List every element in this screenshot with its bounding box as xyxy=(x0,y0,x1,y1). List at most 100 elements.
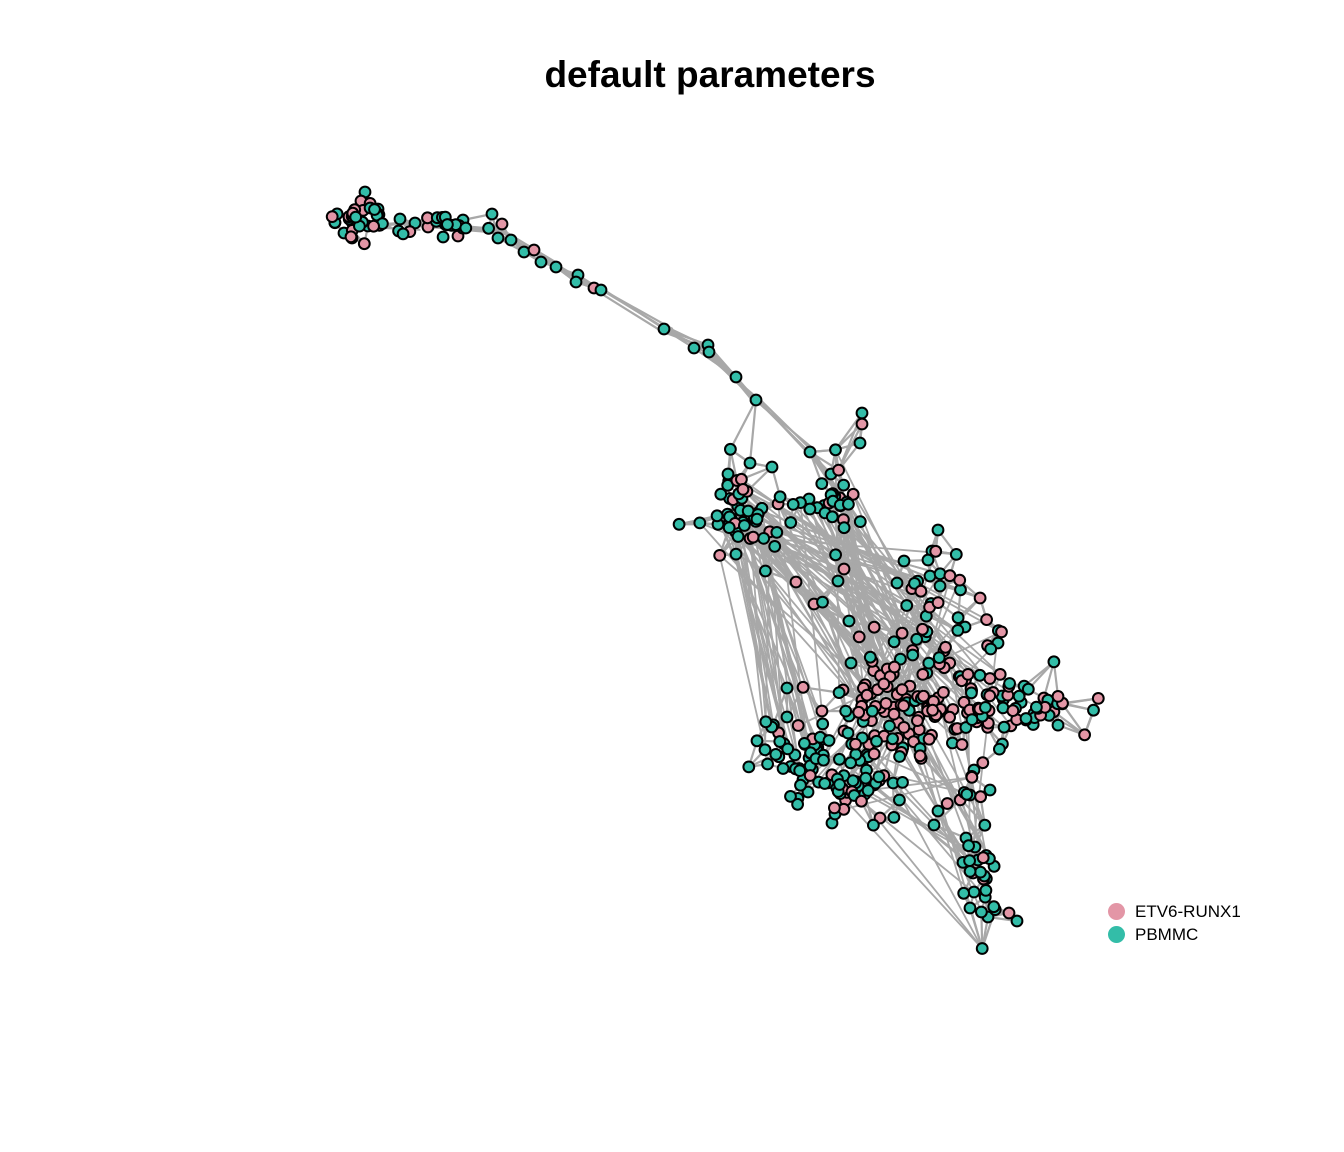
legend-item-pbmmc: PBMMC xyxy=(1108,923,1241,946)
node-pbmmc xyxy=(897,554,911,568)
node-pbmmc xyxy=(931,523,945,537)
graph-edge xyxy=(797,631,1002,727)
node-pbmmc xyxy=(798,737,811,750)
node-pbmmc xyxy=(965,686,978,700)
graph-edge xyxy=(777,503,940,659)
node-etv6-runx1 xyxy=(796,680,810,694)
node-pbmmc xyxy=(693,516,707,530)
node-pbmmc xyxy=(833,752,846,766)
node-pbmmc xyxy=(979,884,993,897)
node-pbmmc xyxy=(482,221,496,235)
node-pbmmc xyxy=(965,713,979,726)
node-pbmmc xyxy=(853,515,867,528)
graph-edge xyxy=(754,396,813,458)
node-pbmmc xyxy=(1021,682,1035,696)
node-pbmmc xyxy=(791,797,804,811)
node-pbmmc xyxy=(1003,677,1016,690)
node-pbmmc xyxy=(773,735,787,748)
node-etv6-runx1 xyxy=(931,596,945,609)
node-pbmmc xyxy=(979,701,992,714)
node-pbmmc xyxy=(349,210,363,224)
node-pbmmc xyxy=(893,793,906,807)
node-etv6-runx1 xyxy=(895,626,909,640)
node-pbmmc xyxy=(963,901,977,915)
node-etv6-runx1 xyxy=(527,243,541,257)
node-pbmmc xyxy=(949,548,963,561)
node-pbmmc xyxy=(887,635,901,649)
graph-nodes xyxy=(325,185,1105,955)
node-etv6-runx1 xyxy=(791,719,805,732)
node-etv6-runx1 xyxy=(855,794,868,808)
node-pbmmc xyxy=(714,487,728,501)
node-pbmmc xyxy=(393,212,407,226)
node-pbmmc xyxy=(1019,712,1033,725)
node-pbmmc xyxy=(1051,718,1065,732)
node-pbmmc xyxy=(569,275,583,289)
node-pbmmc xyxy=(993,742,1006,756)
graph-edge xyxy=(748,399,758,464)
node-pbmmc xyxy=(987,900,1001,914)
node-pbmmc xyxy=(780,710,794,724)
node-etv6-runx1 xyxy=(877,677,891,691)
graph-edges xyxy=(331,191,1100,950)
node-etv6-runx1 xyxy=(929,544,943,558)
node-pbmmc xyxy=(853,436,867,450)
node-etv6-runx1 xyxy=(983,689,997,703)
node-pbmmc xyxy=(921,553,935,567)
node-pbmmc xyxy=(839,704,853,718)
node-pbmmc xyxy=(816,595,829,609)
node-pbmmc xyxy=(1030,700,1043,714)
node-etv6-runx1 xyxy=(867,620,881,634)
node-pbmmc xyxy=(803,502,817,516)
node-etv6-runx1 xyxy=(993,668,1007,681)
node-etv6-runx1 xyxy=(943,569,957,583)
node-etv6-runx1 xyxy=(976,756,990,770)
node-pbmmc xyxy=(368,203,381,216)
node-pbmmc xyxy=(887,811,901,824)
node-pbmmc xyxy=(731,530,745,543)
node-pbmmc xyxy=(893,750,906,763)
node-pbmmc xyxy=(923,569,937,583)
legend-label-pbmmc: PBMMC xyxy=(1135,924,1199,944)
node-etv6-runx1 xyxy=(976,851,990,865)
node-pbmmc xyxy=(833,778,846,791)
node-pbmmc xyxy=(1010,914,1024,928)
node-pbmmc xyxy=(973,668,987,682)
node-etv6-runx1 xyxy=(357,237,371,251)
graph-edge xyxy=(757,512,812,753)
node-pbmmc xyxy=(436,230,450,244)
node-pbmmc xyxy=(769,748,783,761)
node-pbmmc xyxy=(1087,703,1100,717)
graph-edge xyxy=(747,510,806,745)
graph-edge xyxy=(939,708,986,826)
node-pbmmc xyxy=(832,686,846,699)
node-pbmmc xyxy=(816,717,830,731)
node-etv6-runx1 xyxy=(922,732,936,746)
node-pbmmc xyxy=(794,778,807,792)
graph-edge xyxy=(756,518,960,581)
graph-edge xyxy=(777,503,810,759)
node-pbmmc xyxy=(951,611,965,625)
node-pbmmc xyxy=(842,497,855,511)
node-etv6-runx1 xyxy=(914,584,928,598)
node-etv6-runx1 xyxy=(940,797,954,810)
node-pbmmc xyxy=(967,885,981,899)
node-etv6-runx1 xyxy=(913,749,927,763)
node-etv6-runx1 xyxy=(1051,690,1065,703)
node-etv6-runx1 xyxy=(980,613,993,626)
node-pbmmc xyxy=(722,521,736,534)
node-etv6-runx1 xyxy=(974,790,987,804)
node-etv6-runx1 xyxy=(852,630,866,644)
node-etv6-runx1 xyxy=(713,549,727,562)
node-etv6-runx1 xyxy=(832,463,845,477)
graph-edge xyxy=(892,782,983,949)
node-pbmmc xyxy=(841,726,855,740)
node-pbmmc xyxy=(729,370,743,384)
node-pbmmc xyxy=(963,865,977,878)
node-pbmmc xyxy=(594,283,608,297)
node-pbmmc xyxy=(742,760,756,774)
node-etv6-runx1 xyxy=(849,737,862,751)
node-pbmmc xyxy=(975,905,988,919)
node-etv6-runx1 xyxy=(961,668,975,681)
node-etv6-runx1 xyxy=(746,530,760,544)
